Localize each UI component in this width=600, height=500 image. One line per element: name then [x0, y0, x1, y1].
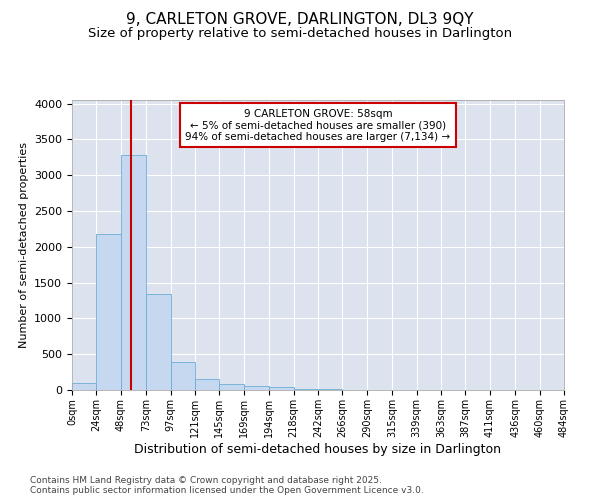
Y-axis label: Number of semi-detached properties: Number of semi-detached properties: [19, 142, 29, 348]
Text: Size of property relative to semi-detached houses in Darlington: Size of property relative to semi-detach…: [88, 28, 512, 40]
Bar: [170, 362, 195, 390]
Bar: [195, 379, 220, 390]
Bar: [293, 388, 318, 390]
X-axis label: Distribution of semi-detached houses by size in Darlington: Distribution of semi-detached houses by …: [134, 442, 502, 456]
Bar: [121, 155, 146, 390]
Bar: [146, 294, 170, 390]
Bar: [72, 383, 97, 390]
Bar: [97, 234, 121, 390]
Bar: [244, 386, 269, 390]
Text: Contains HM Land Registry data © Crown copyright and database right 2025.
Contai: Contains HM Land Registry data © Crown c…: [30, 476, 424, 495]
Bar: [318, 389, 343, 390]
Text: 9, CARLETON GROVE, DARLINGTON, DL3 9QY: 9, CARLETON GROVE, DARLINGTON, DL3 9QY: [126, 12, 474, 28]
Bar: [269, 387, 293, 390]
Bar: [220, 384, 244, 390]
Text: 9 CARLETON GROVE: 58sqm
← 5% of semi-detached houses are smaller (390)
94% of se: 9 CARLETON GROVE: 58sqm ← 5% of semi-det…: [185, 108, 451, 142]
